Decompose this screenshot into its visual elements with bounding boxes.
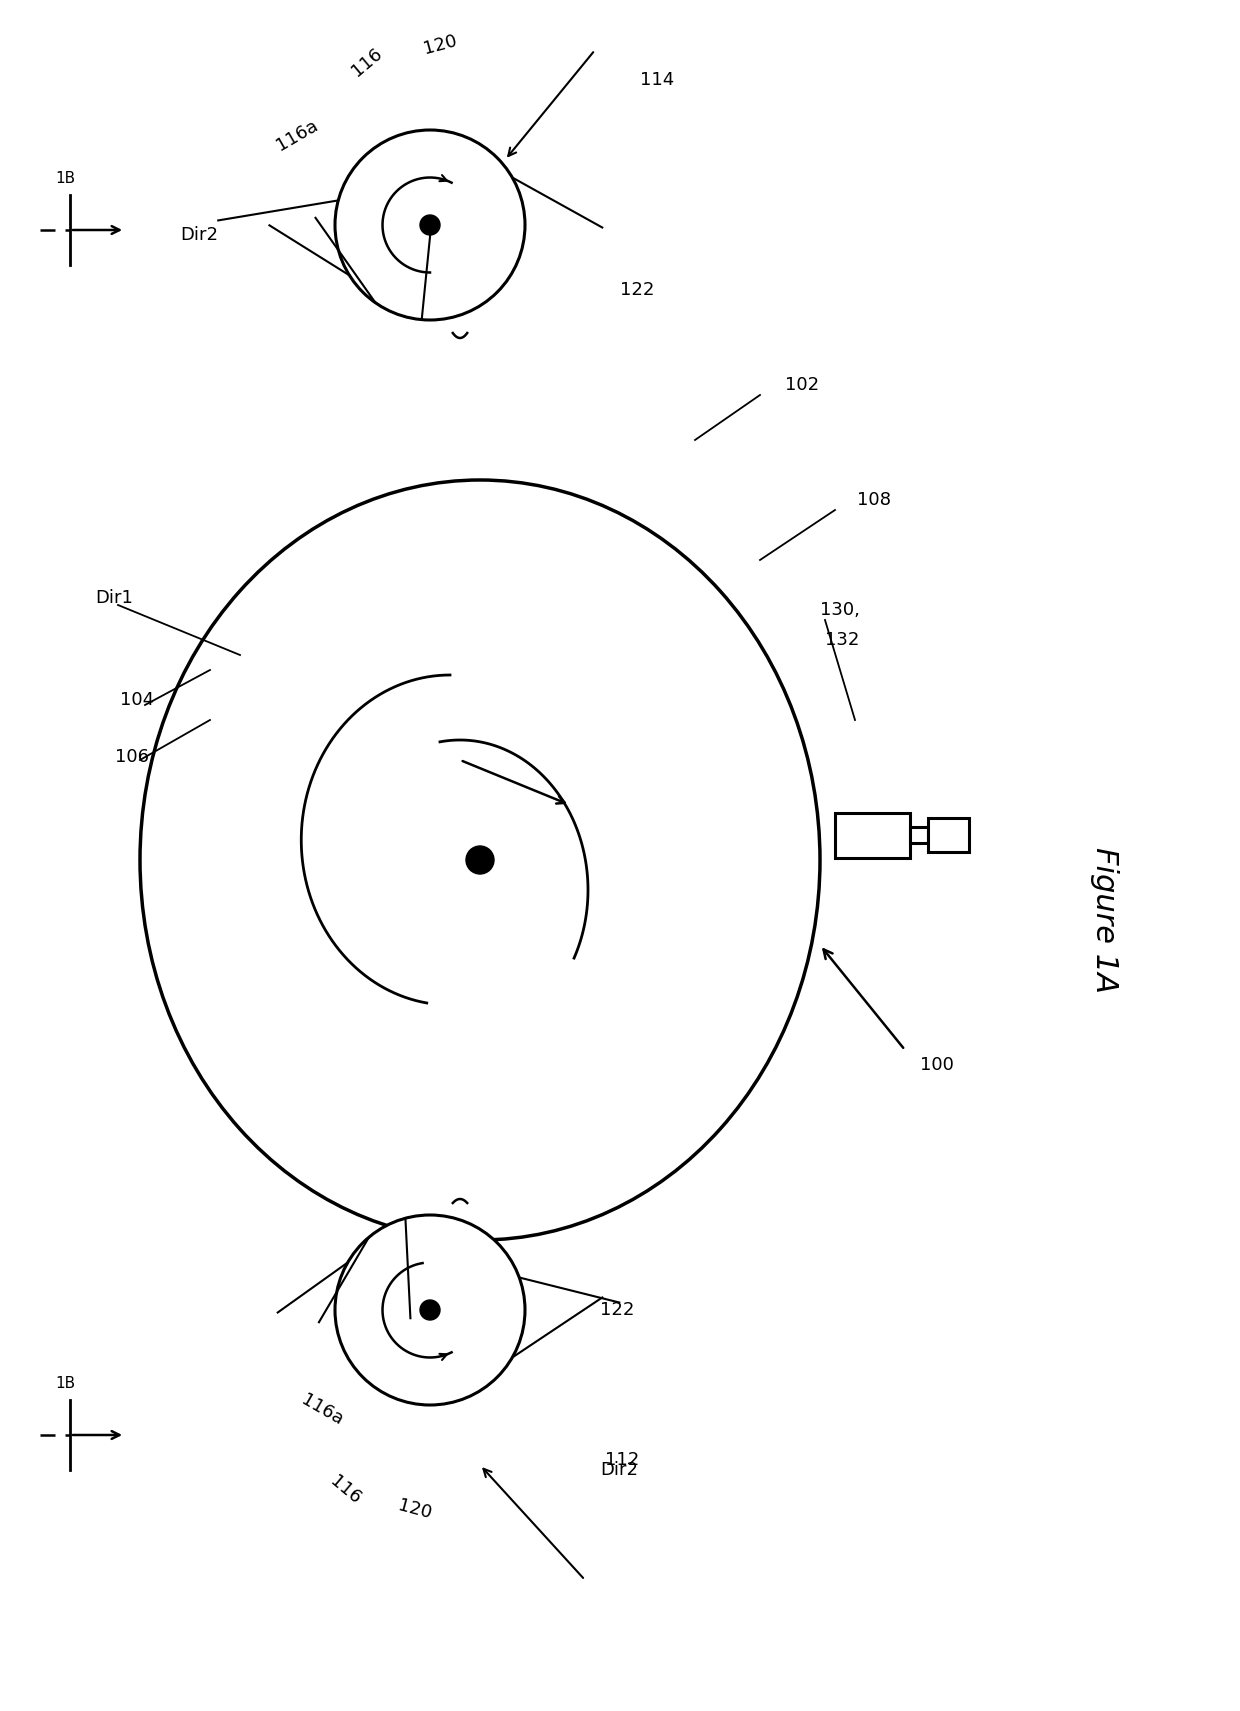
Text: 116: 116 [326,1471,363,1507]
Bar [835,813,910,857]
Text: 122: 122 [600,1300,635,1319]
Text: 102: 102 [785,376,820,394]
Text: 104: 104 [120,691,154,708]
Text: 1B: 1B [55,171,76,185]
Text: 122: 122 [620,281,655,299]
Text: 132: 132 [825,631,859,648]
Text: 100: 100 [920,1056,954,1075]
Text: 120: 120 [397,1497,434,1523]
Circle shape [335,1215,525,1405]
Text: 116a: 116a [298,1391,346,1429]
Ellipse shape [140,481,820,1240]
Text: 116a: 116a [273,116,321,154]
Text: Figure 1A: Figure 1A [1090,847,1120,992]
Bar [910,826,928,844]
Text: Dir1: Dir1 [95,589,133,607]
Circle shape [420,216,440,234]
Text: 112: 112 [605,1451,640,1470]
Circle shape [420,1300,440,1319]
Text: 108: 108 [857,491,892,508]
Bar [928,818,970,852]
Text: 130,: 130, [820,601,859,619]
Circle shape [466,845,494,874]
Text: 1B: 1B [55,1376,76,1391]
Text: 116: 116 [348,44,386,80]
Text: 120: 120 [422,33,459,58]
Text: Dir2: Dir2 [600,1461,639,1478]
Text: 114: 114 [640,70,675,89]
Text: 106: 106 [115,748,149,767]
Text: Dir2: Dir2 [180,226,218,245]
Circle shape [335,130,525,320]
